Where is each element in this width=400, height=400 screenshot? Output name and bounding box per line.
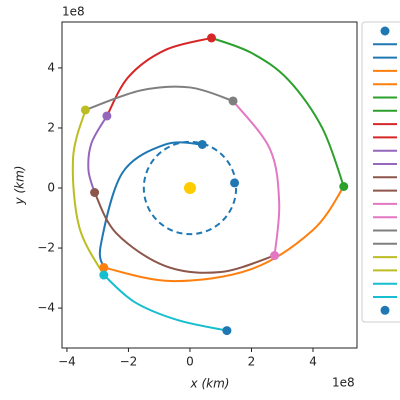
point [102,111,112,121]
point [99,263,109,273]
trajectory-line [71,109,105,276]
y-axis-label: y (km) [13,166,27,206]
trajectory-line [211,36,345,187]
point [230,178,240,188]
y-tick-label: 2 [47,120,55,134]
x-axis-label: x (km) [190,377,230,391]
trajectory-line [103,274,228,332]
x-tick-label: −2 [120,355,138,369]
point [339,182,349,192]
trajectory-line [98,141,203,268]
y-tick-label: −2 [37,241,55,255]
plot-frame [61,21,358,349]
trajectory-line [103,185,345,283]
point [222,326,232,336]
trajectory-line [106,36,212,117]
trajectory-line [85,85,234,111]
point [206,33,216,43]
legend-box [361,21,400,323]
trajectory-line [93,192,275,274]
y-offset-label: 1e8 [62,5,85,19]
y-tick-label: 0 [47,181,55,195]
x-tick-label: 2 [248,355,256,369]
plot-area [71,33,349,336]
point [270,251,280,261]
point [99,270,109,280]
y-tick-label: −4 [37,301,55,315]
legend-marker [380,26,390,36]
point [90,188,100,198]
x-tick-label: 4 [309,355,317,369]
sun [183,182,196,195]
point [80,105,90,115]
y-tick-label: 4 [47,60,55,74]
trajectory-line [232,100,281,256]
x-offset-label: 1e8 [332,376,355,390]
x-tick-label: 0 [186,355,194,369]
point [228,96,238,106]
legend [373,26,397,315]
trajectory-line [87,115,108,193]
legend-marker [380,305,390,315]
point [197,139,207,149]
x-tick-label: −4 [58,355,76,369]
axes: −4 −2 0 2 4 −4 −2 0 2 4 [37,60,317,368]
orbit [142,140,238,236]
